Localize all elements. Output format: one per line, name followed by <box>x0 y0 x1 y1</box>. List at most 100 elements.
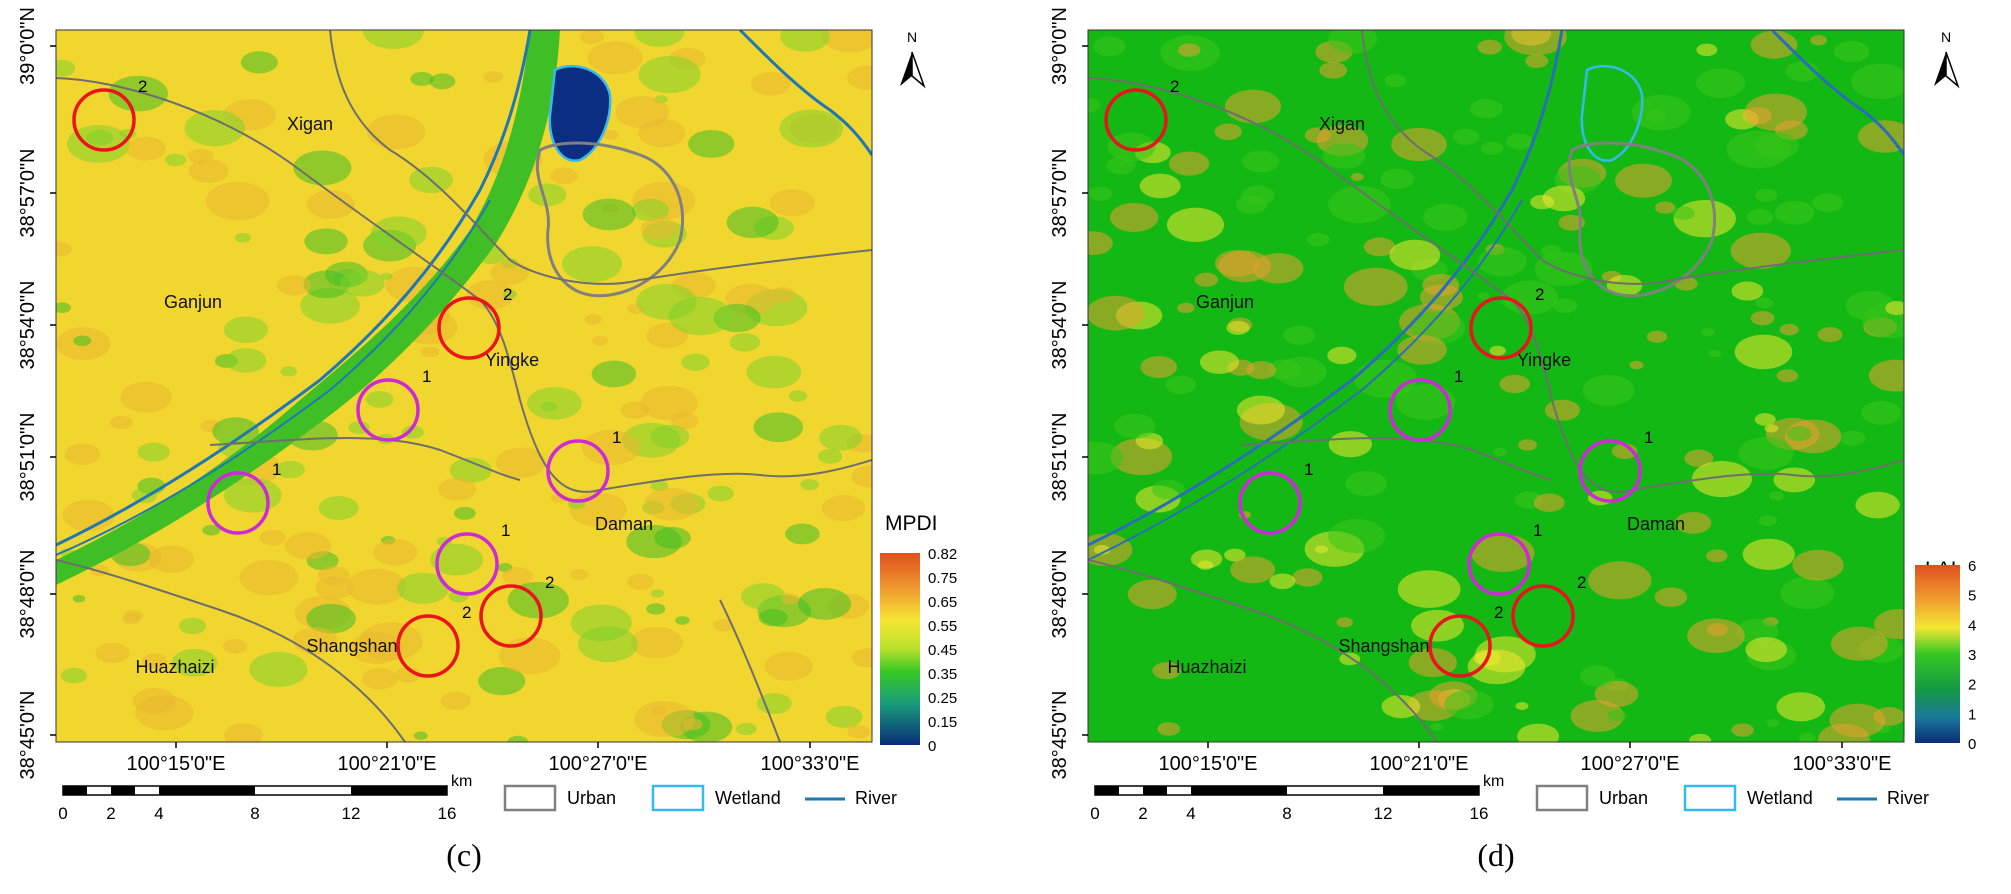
legend-tick-label: 6 <box>1968 558 1976 575</box>
raster-patch <box>498 637 561 675</box>
raster-patch <box>440 691 471 711</box>
raster-patch <box>1558 214 1585 231</box>
latitude-label: 38°51'0"N <box>1049 413 1071 502</box>
raster-patch <box>1336 617 1353 628</box>
raster-patch <box>1780 576 1835 610</box>
raster-patch <box>847 724 871 739</box>
raster-patch <box>1177 302 1195 314</box>
raster-patch <box>1107 132 1156 162</box>
raster-patch <box>1408 648 1457 678</box>
raster-patch <box>1689 733 1712 742</box>
raster-patch <box>1169 151 1210 176</box>
raster-patch <box>768 287 796 304</box>
raster-patch <box>1607 709 1627 722</box>
raster-patch <box>1817 327 1843 343</box>
raster-patch <box>1517 723 1560 742</box>
latitude-label: 38°54'0"N <box>1049 281 1071 370</box>
raster-patch <box>1764 424 1779 433</box>
raster-patch <box>410 71 434 86</box>
raster-patch <box>1226 320 1250 335</box>
raster-patch <box>1397 570 1461 608</box>
longitude-label: 100°15'0"E <box>127 753 226 775</box>
raster-patch <box>1452 128 1480 145</box>
raster-patch <box>178 617 207 635</box>
raster-patch <box>293 150 352 186</box>
raster-patch <box>73 335 92 347</box>
raster-patch <box>631 198 670 222</box>
urban-legend-swatch <box>1535 784 1589 812</box>
raster-patch <box>366 114 426 150</box>
raster-patch <box>780 593 800 605</box>
raster-patch <box>1587 561 1652 600</box>
raster-patch <box>1469 98 1503 119</box>
raster-patch <box>1515 702 1529 710</box>
raster-patch <box>764 651 813 681</box>
raster-patch <box>1684 449 1714 467</box>
north-label: N <box>907 29 917 45</box>
raster-patch <box>638 55 701 94</box>
site-marker-label: 2 <box>462 603 471 622</box>
raster-patch <box>578 626 638 663</box>
raster-patch <box>1731 281 1764 301</box>
raster-patch <box>550 167 579 185</box>
raster-patch <box>490 261 530 285</box>
legend-tick-label: 0.25 <box>928 690 957 707</box>
raster-patch <box>1606 274 1643 297</box>
urban-legend-label: Urban <box>1599 788 1648 808</box>
raster-patch <box>86 129 114 146</box>
raster-patch <box>1199 350 1240 374</box>
raster-patch <box>339 269 385 297</box>
place-name: Xigan <box>287 114 333 134</box>
raster-patch <box>1395 384 1456 420</box>
river-line <box>1088 199 1523 561</box>
raster-patch <box>56 59 76 77</box>
river-line <box>56 30 532 547</box>
place-name: Xigan <box>1319 114 1365 134</box>
raster-patch <box>1269 573 1296 590</box>
scale-tick-label: 4 <box>1186 804 1195 823</box>
raster-patch <box>1252 253 1304 284</box>
raster-patch <box>1430 723 1444 731</box>
raster-patch <box>1224 89 1281 124</box>
raster-patch <box>688 129 735 158</box>
site-marker-circle <box>479 584 543 648</box>
raster-patch <box>1328 30 1378 54</box>
raster-patch <box>1745 637 1788 663</box>
river-line <box>738 30 872 156</box>
raster-patch <box>650 589 665 598</box>
raster-patch <box>280 366 298 377</box>
raster-patch <box>137 442 170 462</box>
raster-patch <box>454 506 476 520</box>
site-marker-label: 1 <box>272 460 281 479</box>
raster-patch <box>587 41 643 75</box>
longitude-label: 100°21'0"E <box>1370 753 1469 775</box>
raster-patch <box>365 391 394 408</box>
latitude-label: 39°0'0"N <box>17 7 39 85</box>
raster-map-d <box>1088 30 1904 742</box>
raster-patch <box>1750 311 1775 326</box>
raster-patch <box>413 731 428 740</box>
raster-patch <box>1774 200 1815 225</box>
raster-patch <box>1858 120 1904 153</box>
raster-patch <box>1654 587 1688 607</box>
raster-patch <box>1540 244 1562 258</box>
raster-patch <box>1224 548 1246 562</box>
raster-patch <box>1817 723 1870 742</box>
latitude-label: 38°48'0"N <box>1049 550 1071 639</box>
raster-patch <box>1691 460 1752 498</box>
latitude-label: 38°48'0"N <box>17 550 39 639</box>
legend-tick-label: 4 <box>1968 617 1976 634</box>
raster-patch <box>1246 361 1277 380</box>
river-legend-label: River <box>1887 788 1929 808</box>
wetland-boundary <box>548 64 612 162</box>
raster-patch <box>644 487 700 521</box>
latitude-label: 38°57'0"N <box>17 149 39 238</box>
raster-patch <box>1868 359 1904 392</box>
legend-tick-label: 3 <box>1968 647 1976 664</box>
map-panel-d: 39°0'0"N 38°57'0"N 38°54'0"N 38°51'0"N 38°48… <box>1049 7 1976 873</box>
raster-patch <box>713 619 734 632</box>
legend-tick-label: 1 <box>1968 706 1976 723</box>
raster-patch <box>1139 173 1181 199</box>
raster-patch <box>202 524 221 536</box>
raster-patch <box>224 723 263 742</box>
